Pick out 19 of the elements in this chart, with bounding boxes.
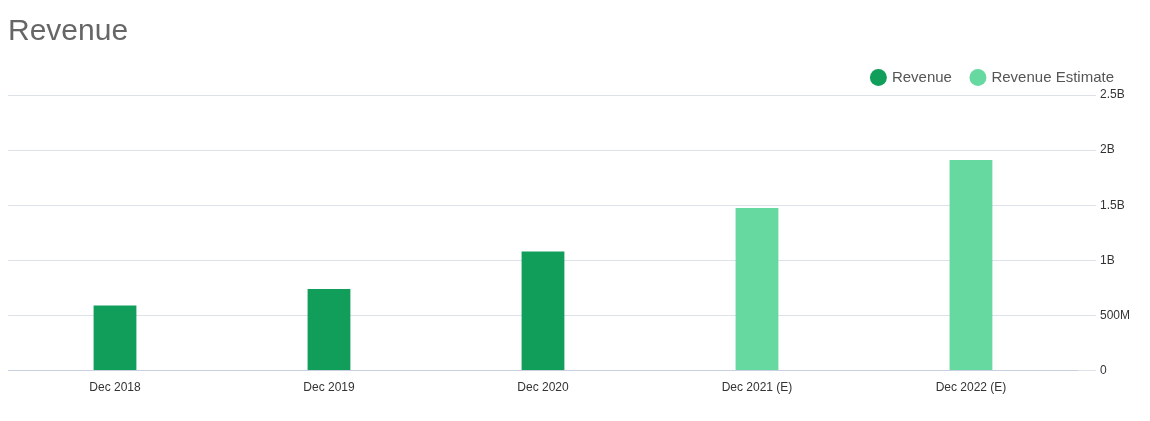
x-tick-label: Dec 2020 <box>517 380 569 395</box>
legend-label: Revenue Estimate <box>991 67 1115 85</box>
bar <box>735 208 779 371</box>
y-tick-label: 500M <box>1099 307 1131 322</box>
y-tick-label: 1B <box>1099 252 1115 267</box>
bar <box>521 251 565 371</box>
y-tick-label: 0 <box>1099 362 1107 377</box>
x-tick-label: Dec 2019 <box>303 380 355 395</box>
bar <box>93 305 137 371</box>
x-tick-label: Dec 2021 (E) <box>721 380 793 395</box>
y-tick-label: 1.5B <box>1099 197 1125 212</box>
chart-title: Revenue <box>8 13 129 47</box>
bar <box>307 289 351 371</box>
x-tick-label: Dec 2022 (E) <box>935 380 1007 395</box>
y-tick-label: 2.5B <box>1099 87 1125 102</box>
x-tick-label: Dec 2018 <box>89 380 142 395</box>
bar <box>949 160 993 371</box>
y-tick-label: 2B <box>1099 142 1115 157</box>
legend-label: Revenue <box>891 67 952 85</box>
